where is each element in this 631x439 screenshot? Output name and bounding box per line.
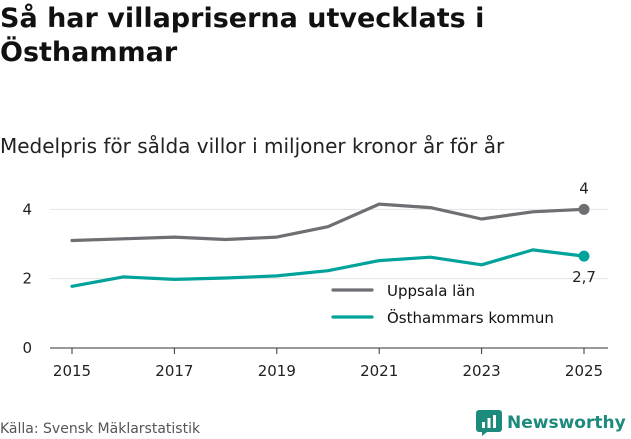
x-tick-label: 2023 — [463, 362, 501, 380]
x-tick-label: 2017 — [155, 362, 193, 380]
bar-chart-icon — [476, 410, 502, 436]
series-lines — [70, 202, 590, 288]
end-value-label: 2,7 — [572, 268, 596, 286]
series-endpoint-1 — [578, 203, 590, 215]
chart-title: Så har villapriserna utvecklats i Östham… — [0, 3, 485, 68]
series-endpoint-2 — [578, 250, 590, 262]
brand-logo: Newsworthy — [476, 410, 626, 436]
end-labels: 42,7 — [572, 179, 596, 286]
y-tick-label: 0 — [22, 339, 32, 357]
y-tick-label: 2 — [22, 270, 32, 288]
line-chart: 0 2 4 2015 2017 2019 2021 2023 2025 Uppsala län Ö… — [22, 179, 608, 380]
series-line-1 — [70, 202, 586, 243]
axes: 0 2 4 2015 2017 2019 2021 2023 2025 — [22, 200, 608, 380]
legend: Uppsala län Östhammars kommun — [331, 282, 554, 327]
source-note: Källa: Svensk Mäklarstatistik — [0, 421, 201, 437]
y-tick-label: 4 — [22, 200, 32, 218]
x-tick-label: 2021 — [360, 362, 398, 380]
legend-label: Uppsala län — [387, 282, 475, 300]
brand-name: Newsworthy — [507, 413, 626, 433]
series-line-2 — [70, 248, 586, 288]
chart-subtitle: Medelpris för sålda villor i miljoner kr… — [0, 134, 505, 158]
grid-lines — [50, 208, 608, 280]
x-tick-label: 2025 — [565, 362, 603, 380]
end-value-label: 4 — [579, 179, 589, 197]
x-tick-label: 2015 — [53, 362, 91, 380]
legend-label: Östhammars kommun — [387, 308, 554, 327]
x-tick-label: 2019 — [258, 362, 296, 380]
